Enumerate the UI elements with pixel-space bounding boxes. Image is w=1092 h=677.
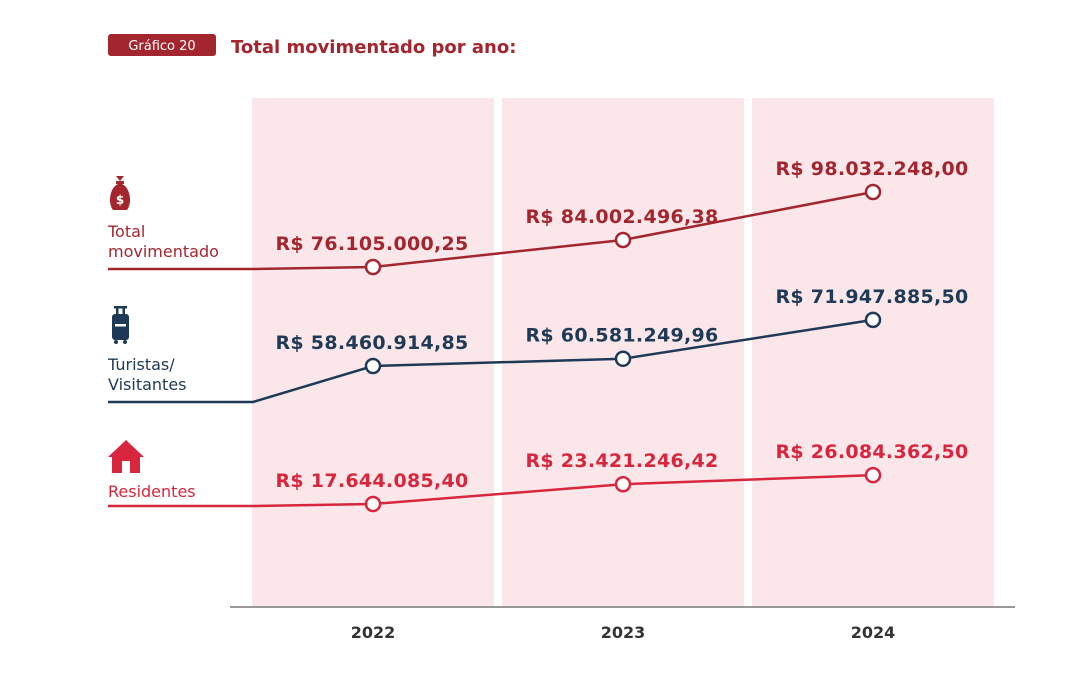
data-label-total-2024: R$ 98.032.248,00: [775, 158, 968, 180]
series-label-residentes: Residentes: [108, 482, 196, 501]
data-point-total-2022: [364, 258, 382, 276]
chart-title: Total movimentado por ano:: [231, 37, 516, 58]
data-label-turistas-2022: R$ 58.460.914,85: [275, 332, 468, 354]
data-point-turistas-2022: [364, 357, 382, 375]
data-point-total-2024: [864, 183, 882, 201]
series-total: R$ 76.105.000,25 R$ 84.002.496,38 R$ 98.03…: [108, 158, 968, 276]
column-bg-2022: [252, 98, 494, 606]
house-icon: [108, 440, 144, 473]
data-label-turistas-2023: R$ 60.581.249,96: [525, 325, 718, 347]
data-label-residentes-2022: R$ 17.644.085,40: [275, 470, 468, 492]
series-layer: R$ 76.105.000,25 R$ 84.002.496,38 R$ 98.03…: [108, 158, 968, 513]
data-point-residentes-2024: [864, 466, 882, 484]
data-label-turistas-2024: R$ 71.947.885,50: [775, 286, 968, 308]
luggage-icon: [112, 306, 129, 344]
data-label-residentes-2024: R$ 26.084.362,50: [775, 441, 968, 463]
data-point-residentes-2023: [614, 475, 632, 493]
series-label-turistas: Turistas/ Visitantes: [107, 355, 187, 394]
series-residentes: R$ 17.644.085,40 R$ 23.421.246,42 R$ 26.08…: [108, 441, 968, 513]
data-point-total-2023: [614, 231, 632, 249]
column-bg-2024: [752, 98, 994, 606]
data-label-residentes-2023: R$ 23.421.246,42: [525, 450, 718, 472]
chart-badge: Gráfico 20: [128, 39, 195, 54]
series-turistas: R$ 58.460.914,85 R$ 60.581.249,96 R$ 71.94…: [108, 286, 968, 404]
x-axis-ticks: 2022 2023 2024: [351, 623, 896, 642]
x-tick-2023: 2023: [601, 623, 646, 642]
data-point-turistas-2024: [864, 311, 882, 329]
series-label-total: Total movimentado: [107, 222, 219, 261]
svg-text:$: $: [116, 193, 124, 207]
data-point-turistas-2023: [614, 350, 632, 367]
x-tick-2022: 2022: [351, 623, 396, 642]
data-label-total-2022: R$ 76.105.000,25: [275, 233, 468, 255]
data-point-residentes-2022: [364, 495, 382, 513]
money-bag-icon: $: [110, 176, 130, 210]
x-tick-2024: 2024: [851, 623, 896, 642]
chart-badge-bg: [108, 34, 216, 56]
data-label-total-2023: R$ 84.002.496,38: [525, 206, 718, 228]
